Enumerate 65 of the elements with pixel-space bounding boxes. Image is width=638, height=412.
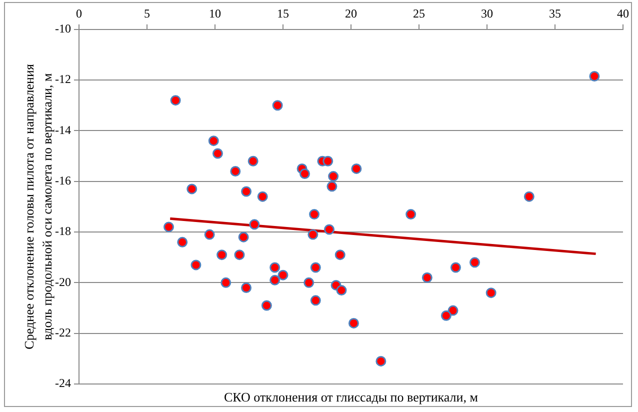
point (406, 209, 416, 220)
point (376, 356, 386, 366)
point (249, 219, 260, 230)
point (270, 274, 280, 286)
x-tick-label: 15 (277, 6, 289, 20)
y-tick-label: -10 (54, 22, 71, 36)
point (248, 156, 258, 166)
y-axis-title: Среднее отклонение головы пилота от направления вдоль продольной оси самолета по вертикали, м (21, 64, 54, 350)
x-tick-label: 40 (617, 6, 629, 20)
point (326, 181, 338, 192)
point (308, 229, 318, 240)
point (220, 277, 232, 288)
y-tick-label: -22 (54, 326, 71, 340)
y-tick-label: -24 (54, 376, 71, 390)
x-tick-label: 10 (208, 6, 221, 20)
point (310, 262, 321, 273)
point (278, 270, 288, 280)
x-tick-label: 25 (413, 6, 425, 20)
point (241, 186, 252, 197)
point (190, 260, 202, 270)
point (322, 156, 334, 166)
point (334, 250, 346, 260)
point (270, 262, 280, 273)
x-tick-label: 0 (76, 6, 82, 20)
x-tick-label: 30 (481, 6, 493, 20)
point (186, 184, 198, 194)
point (212, 148, 223, 159)
y-tick-label: -14 (54, 122, 71, 137)
point (351, 163, 362, 174)
point (336, 285, 347, 296)
y-tick-label: -12 (54, 72, 71, 86)
point (208, 136, 219, 146)
point (309, 209, 320, 220)
point (261, 300, 272, 311)
x-tick-label: 35 (549, 6, 561, 20)
point (238, 232, 249, 242)
point (300, 168, 310, 180)
point (328, 171, 339, 182)
y-tick-label: -16 (54, 174, 71, 188)
x-axis-title: СКО отклонения от глиссады по вертикали, м (224, 389, 478, 404)
point (524, 191, 534, 202)
y-tick-label: -20 (54, 274, 71, 289)
x-tick-label: 20 (345, 6, 357, 20)
point (470, 257, 480, 268)
point (324, 224, 334, 235)
point (177, 236, 188, 248)
point (216, 250, 228, 260)
point (422, 272, 432, 283)
point (486, 288, 496, 298)
x-tick-label: 5 (144, 6, 150, 20)
point (450, 262, 461, 273)
point (204, 229, 215, 240)
point (440, 310, 452, 321)
point (310, 295, 321, 306)
point (234, 250, 245, 260)
point (241, 282, 252, 293)
point (164, 222, 174, 232)
y-tick-label: -18 (54, 224, 71, 238)
point (272, 100, 283, 111)
point (257, 191, 268, 202)
point (589, 71, 600, 82)
point (170, 95, 181, 106)
point (304, 277, 314, 288)
point (230, 166, 241, 176)
point (348, 318, 359, 328)
